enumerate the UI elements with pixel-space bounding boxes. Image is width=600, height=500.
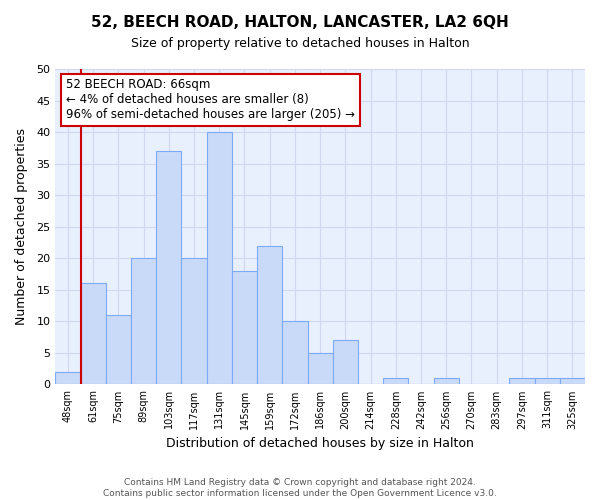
Bar <box>509 378 535 384</box>
Text: Size of property relative to detached houses in Halton: Size of property relative to detached ho… <box>131 38 469 51</box>
Bar <box>156 151 181 384</box>
Bar <box>232 271 257 384</box>
Bar <box>283 322 308 384</box>
Text: Contains HM Land Registry data © Crown copyright and database right 2024.
Contai: Contains HM Land Registry data © Crown c… <box>103 478 497 498</box>
Bar <box>535 378 560 384</box>
Bar <box>560 378 585 384</box>
Bar <box>55 372 80 384</box>
Text: 52, BEECH ROAD, HALTON, LANCASTER, LA2 6QH: 52, BEECH ROAD, HALTON, LANCASTER, LA2 6… <box>91 15 509 30</box>
Bar <box>257 246 283 384</box>
Bar <box>131 258 156 384</box>
Bar <box>383 378 409 384</box>
Bar <box>106 315 131 384</box>
X-axis label: Distribution of detached houses by size in Halton: Distribution of detached houses by size … <box>166 437 474 450</box>
Bar <box>434 378 459 384</box>
Bar <box>80 284 106 384</box>
Bar <box>333 340 358 384</box>
Y-axis label: Number of detached properties: Number of detached properties <box>15 128 28 325</box>
Text: 52 BEECH ROAD: 66sqm
← 4% of detached houses are smaller (8)
96% of semi-detache: 52 BEECH ROAD: 66sqm ← 4% of detached ho… <box>66 78 355 122</box>
Bar <box>181 258 206 384</box>
Bar <box>206 132 232 384</box>
Bar <box>308 353 333 384</box>
